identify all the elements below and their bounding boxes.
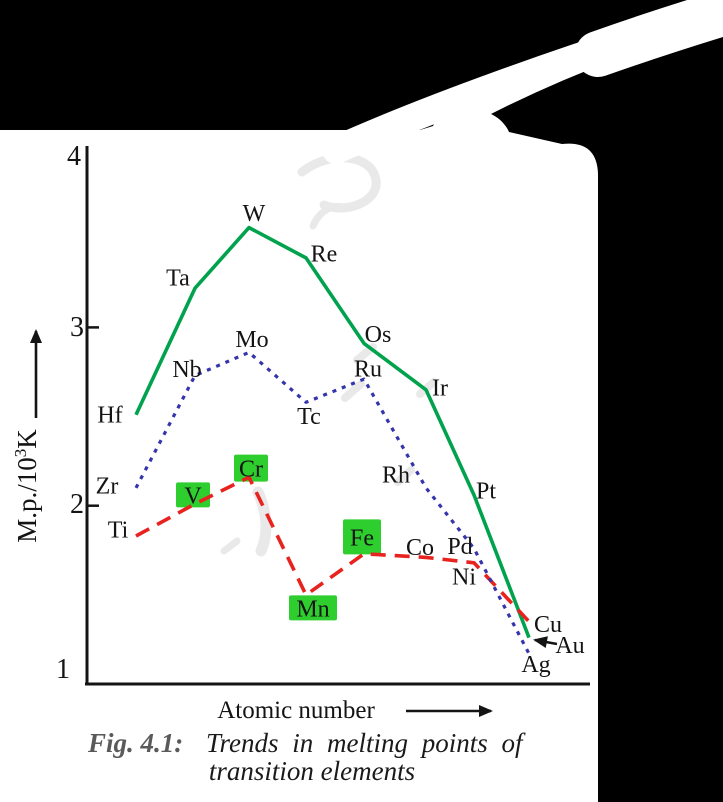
element-label-Os: Os: [365, 322, 392, 348]
element-label-Pt: Pt: [476, 479, 496, 505]
y-tick-label-4: 4: [67, 141, 81, 172]
element-label-Tc: Tc: [297, 404, 321, 430]
element-label-Mo: Mo: [235, 327, 268, 353]
axes-layer: 4 3 2 1: [30, 141, 590, 717]
highlight-layer: [176, 454, 381, 621]
y-axis-title-superscript: 3: [11, 449, 30, 458]
highlight-Cr: [234, 454, 268, 482]
element-label-Au: Au: [555, 633, 584, 659]
caption: Fig. 4.1: Trends in melting points of tr…: [87, 728, 526, 786]
element-label-Rh: Rh: [382, 462, 410, 488]
au-pointer-arrow: [533, 636, 558, 649]
element-label-V: V: [184, 483, 202, 509]
highlight-Mn: [289, 595, 337, 621]
y-axis-title: M.p./103K: [11, 429, 42, 543]
page-curl-swoosh: [322, 0, 723, 164]
caption-line2: transition elements: [209, 756, 415, 786]
element-label-W: W: [243, 201, 266, 227]
element-label-Pd: Pd: [447, 534, 472, 560]
element-label-Ag: Ag: [521, 652, 550, 678]
element-label-Ni: Ni: [452, 564, 476, 590]
series-lines-layer: [134, 225, 531, 655]
element-label-Ru: Ru: [354, 357, 382, 383]
element-label-Ta: Ta: [166, 266, 190, 292]
caption-figure-number: Fig. 4.1:: [87, 728, 183, 758]
element-label-Cu: Cu: [534, 612, 562, 638]
series-line-zr: [134, 350, 531, 655]
element-label-Fe: Fe: [350, 525, 374, 551]
element-label-Cr: Cr: [239, 457, 263, 483]
element-label-Mn: Mn: [296, 596, 329, 622]
element-label-Co: Co: [406, 535, 434, 561]
y-tick-label-2: 2: [70, 489, 84, 520]
element-label-Hf: Hf: [97, 402, 122, 428]
series-line-hf: [134, 225, 531, 639]
y-axis-title-main: M.p./10: [12, 457, 42, 543]
x-axis-title: Atomic number: [217, 697, 375, 724]
element-label-Zr: Zr: [96, 473, 119, 499]
y-axis-title-unit: K: [12, 429, 42, 449]
series-line-ti: [135, 475, 531, 623]
element-labels-layer: Ti V Cr Mn Fe Co Ni Cu Zr Nb Mo Tc Ru Rh Pd Ag Hf Ta W Re Os…: [96, 201, 585, 678]
caption-line1: Trends in melting points of: [206, 728, 526, 758]
y-tick-label-3: 3: [70, 312, 84, 343]
element-label-Re: Re: [311, 241, 338, 267]
element-label-Ir: Ir: [432, 375, 448, 401]
element-label-Nb: Nb: [172, 357, 201, 383]
y-tick-label-1: 1: [56, 654, 70, 685]
element-label-Ti: Ti: [108, 518, 129, 544]
highlight-Fe: [343, 519, 381, 555]
